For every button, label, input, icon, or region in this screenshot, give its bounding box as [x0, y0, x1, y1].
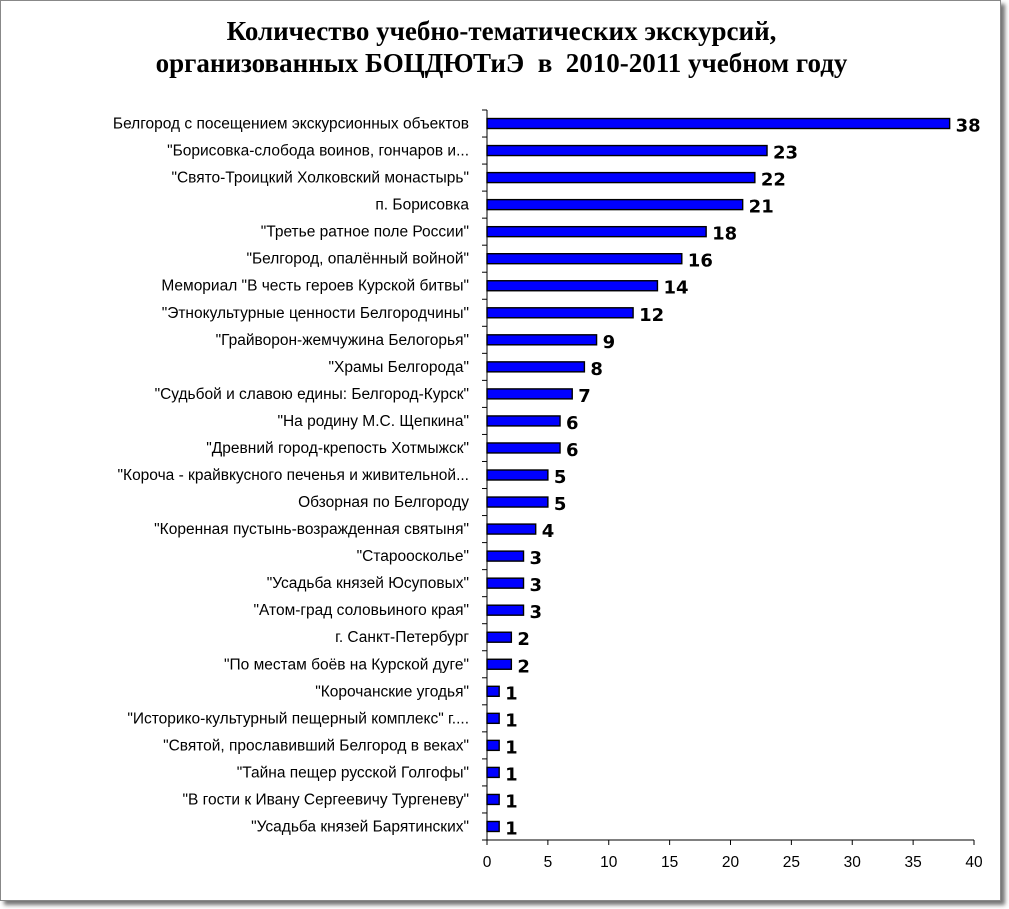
- bar: [486, 442, 561, 454]
- bar: [486, 766, 500, 779]
- chart-title-line-2: организованных БОЦДЮТиЭ в 2010-2011 учеб…: [155, 48, 848, 78]
- x-tick-label: 0: [483, 854, 492, 871]
- bar: [486, 577, 525, 589]
- data-label: 1: [505, 710, 518, 731]
- chart-title: Количество учебно-тематических экскурсий…: [1, 15, 1002, 79]
- bar: [486, 253, 683, 265]
- bar: [486, 820, 500, 833]
- category-label: "Святой, прославивший Белгород в веках": [163, 737, 469, 754]
- bar: [486, 496, 549, 508]
- data-label: 5: [554, 494, 567, 515]
- category-label: Мемориал "В честь героев Курской битвы": [161, 278, 469, 295]
- category-label: "Атом-град соловьиного края": [254, 602, 469, 619]
- data-label: 21: [749, 197, 774, 218]
- category-label: "В гости к Ивану Сергеевичу Тургеневу": [183, 791, 470, 808]
- x-tick-label: 25: [783, 854, 800, 871]
- bar: [486, 523, 537, 535]
- category-label: "Коренная пустынь-возражденная святыня": [154, 521, 469, 538]
- bar: [486, 198, 744, 211]
- category-label: г. Санкт-Петербург: [335, 629, 469, 646]
- data-label: 23: [773, 143, 798, 164]
- bar: [486, 171, 756, 184]
- x-tick-label: 10: [600, 854, 618, 871]
- category-label: "Грайворон-жемчужина Белогорья": [216, 332, 469, 349]
- data-label: 9: [603, 332, 616, 353]
- data-label: 22: [761, 170, 786, 191]
- data-label: 6: [566, 413, 579, 434]
- bar: [486, 739, 500, 752]
- bar: [486, 144, 768, 157]
- category-label: "Судьбой и славою едины: Белгород-Курск": [155, 386, 469, 403]
- category-label: "Корочанские угодья": [315, 683, 469, 700]
- bar: [486, 469, 549, 481]
- data-label: 3: [530, 548, 543, 569]
- category-label: "Третье ратное поле России": [261, 224, 469, 241]
- bar: [486, 388, 573, 400]
- category-label: "Короча - крайвкусного печенья и живител…: [118, 467, 469, 484]
- data-label: 5: [554, 467, 567, 488]
- category-label: Обзорная по Белгороду: [298, 494, 469, 511]
- data-label: 2: [517, 629, 530, 650]
- bar: [486, 631, 513, 643]
- category-label: "Историко-культурный пещерный комплекс" …: [127, 710, 469, 727]
- category-label: "На родину М.С. Щепкина": [277, 413, 469, 430]
- data-label: 1: [505, 737, 518, 758]
- data-label: 8: [590, 359, 603, 380]
- x-tick-label: 5: [544, 854, 553, 871]
- bar: [486, 712, 500, 725]
- bar: [486, 658, 513, 670]
- data-label: 1: [505, 764, 518, 785]
- data-label: 1: [505, 683, 518, 704]
- bar: [486, 361, 586, 373]
- category-label: "Древний город-крепость Хотмыжск": [206, 440, 469, 457]
- data-label: 6: [566, 440, 579, 461]
- data-label: 2: [517, 656, 530, 677]
- data-label: 7: [578, 386, 591, 407]
- data-label: 14: [663, 278, 688, 299]
- category-label: "Усадьба князей Барятинских": [251, 818, 469, 835]
- category-label: "Борисовка-слобода воинов, гончаров и...: [167, 143, 469, 160]
- category-label: Белгород с посещением экскурсионных объе…: [113, 116, 469, 133]
- chart-title-line-1: Количество учебно-тематических экскурсий…: [226, 16, 777, 46]
- category-label: "Свято-Троицкий Холковский монастырь": [171, 170, 469, 187]
- data-label: 4: [542, 521, 555, 542]
- bar: [486, 793, 500, 806]
- data-label: 1: [505, 818, 518, 839]
- category-label: "Старооскольe": [357, 548, 469, 565]
- data-label: 18: [712, 224, 737, 245]
- bar: [486, 225, 707, 238]
- category-label: п. Борисовка: [375, 197, 469, 214]
- category-label: "Усадьба князей Юсуповых": [267, 575, 469, 592]
- category-label: "По местам боёв на Курской дуге": [224, 656, 469, 673]
- x-tick-label: 30: [844, 854, 862, 871]
- x-tick-label: 40: [965, 854, 983, 871]
- bar: [486, 307, 634, 319]
- data-label: 38: [956, 116, 981, 137]
- category-label: "Этнокультурные ценности Белгородчины": [162, 305, 469, 322]
- bar: [486, 604, 525, 616]
- x-tick-label: 15: [661, 854, 678, 871]
- bar: [486, 550, 525, 562]
- data-label: 12: [639, 305, 664, 326]
- data-label: 3: [530, 575, 543, 596]
- category-label: "Тайна пещер русской Голгофы": [237, 764, 469, 781]
- bar: [486, 280, 659, 292]
- bar: [486, 415, 561, 427]
- bar: [486, 334, 598, 346]
- data-label: 16: [688, 251, 713, 272]
- category-label: "Храмы Белгорода": [328, 359, 469, 376]
- data-label: 3: [530, 602, 543, 623]
- data-label: 1: [505, 791, 518, 812]
- x-tick-label: 20: [722, 854, 740, 871]
- bar: [486, 685, 500, 697]
- bar: [486, 117, 951, 130]
- x-tick-label: 35: [905, 854, 922, 871]
- category-label: "Белгород, опалённый войной": [246, 251, 469, 268]
